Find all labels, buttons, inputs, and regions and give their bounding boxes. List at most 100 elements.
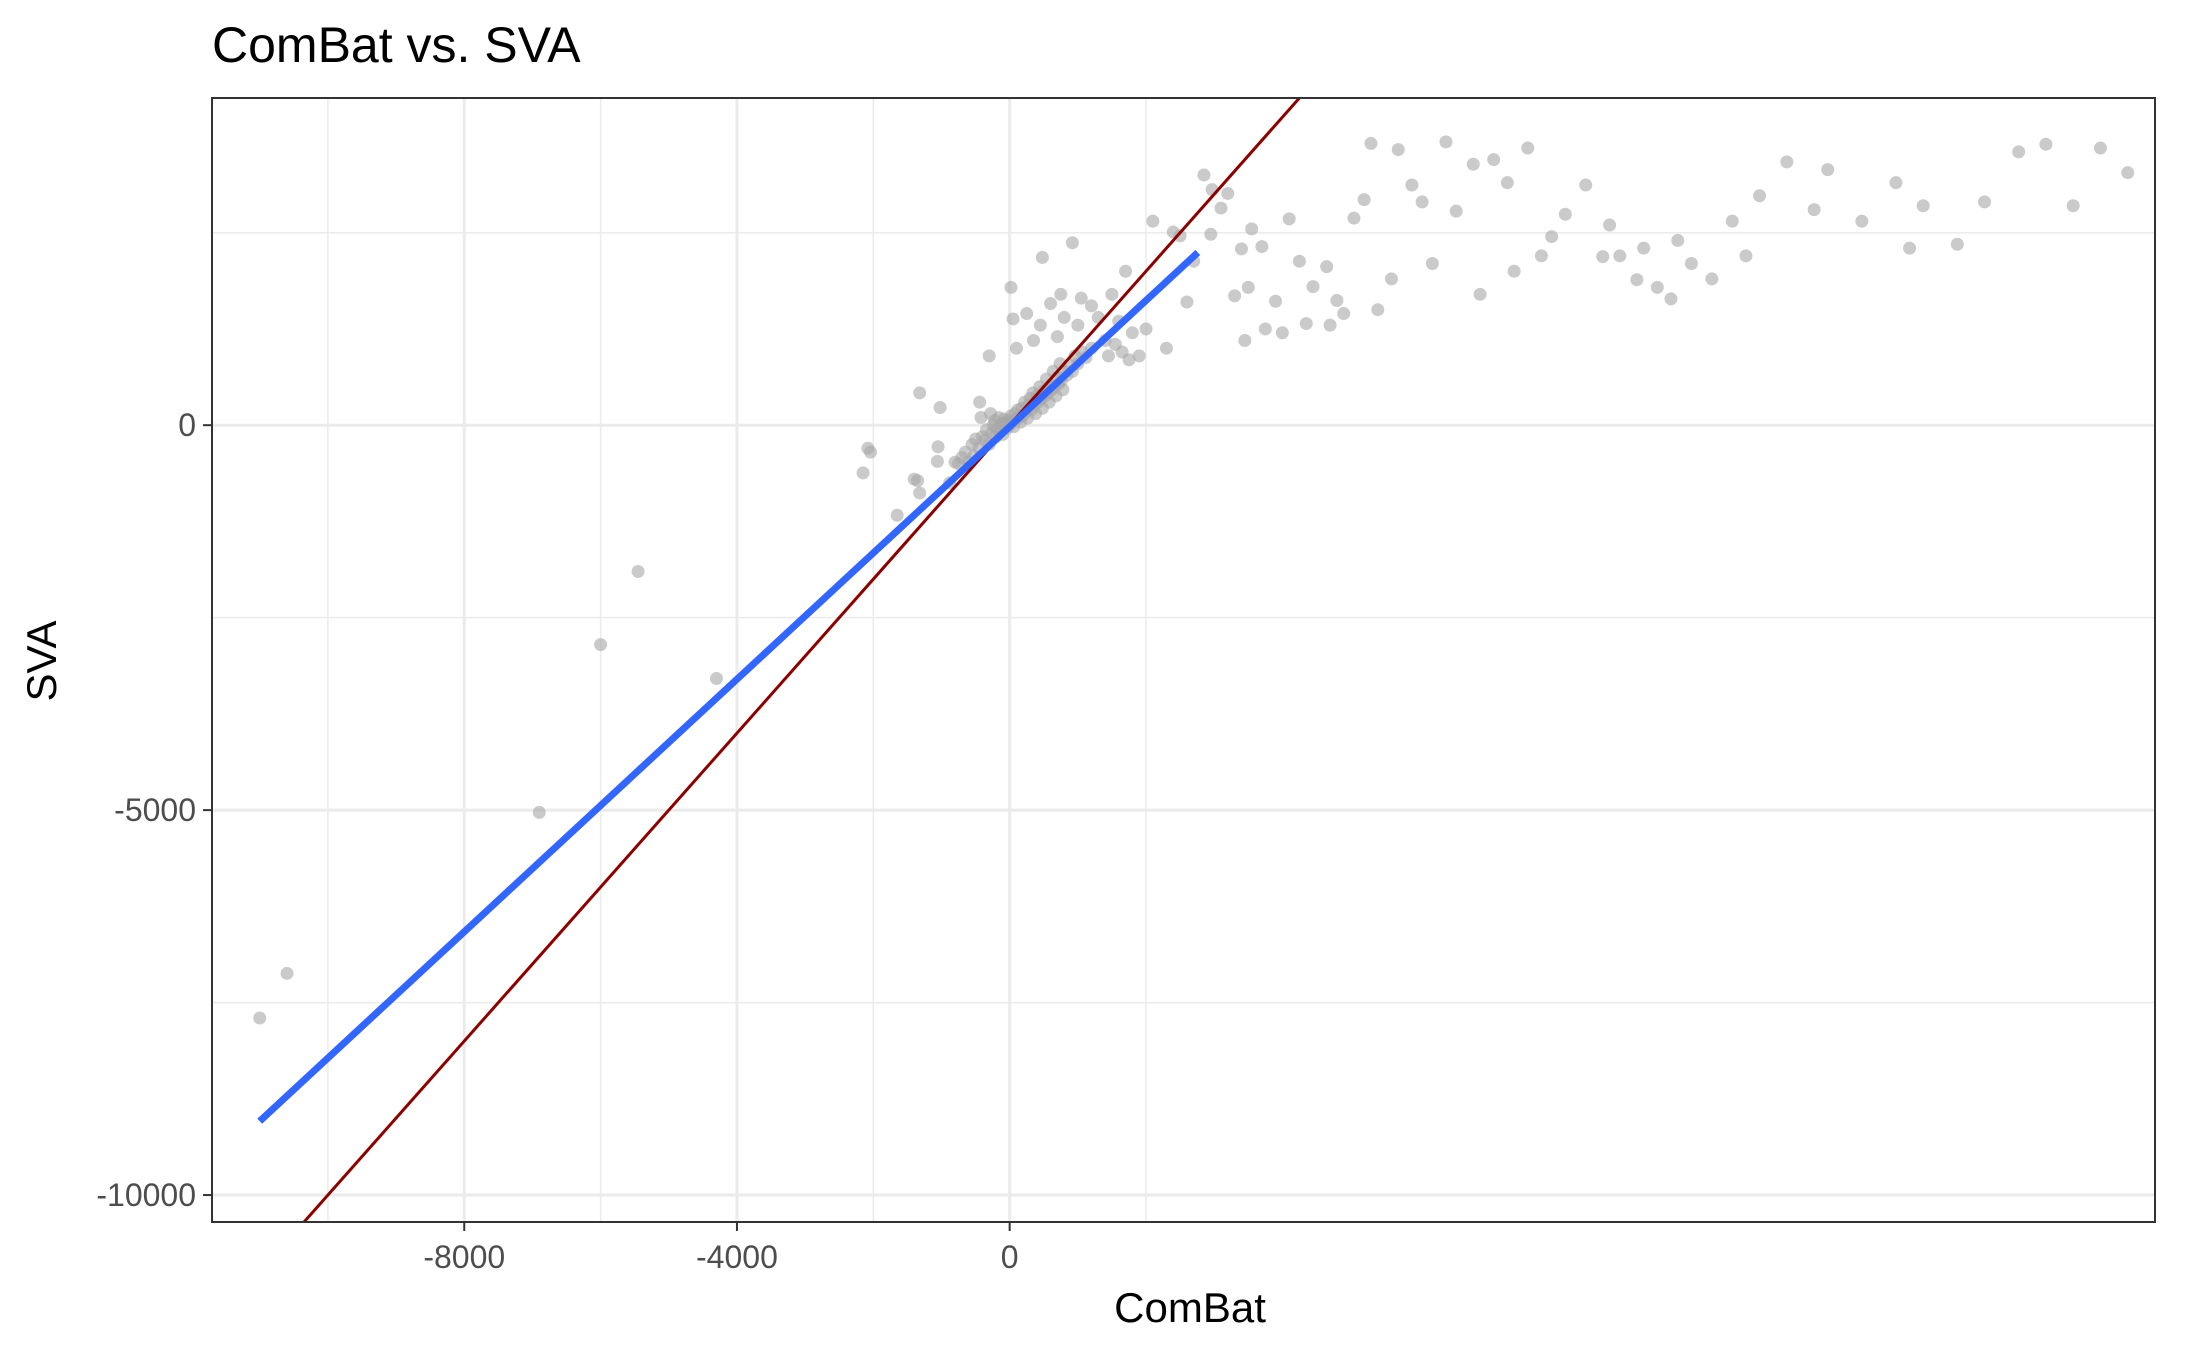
- scatter-point: [1323, 318, 1337, 332]
- scatter-point: [1269, 294, 1283, 308]
- scatter-point: [1050, 330, 1064, 344]
- scatter-point: [1425, 257, 1439, 271]
- scatter-point: [1004, 280, 1018, 294]
- major-gridlines: [212, 98, 2155, 1222]
- scatter-point: [1299, 317, 1313, 331]
- plot-panel-border: [211, 97, 2156, 1223]
- scatter-point: [1238, 334, 1252, 348]
- y-tick-label: 0: [178, 407, 196, 443]
- scatter-point: [1630, 273, 1644, 287]
- scatter-point: [1596, 250, 1610, 264]
- scatter-point: [931, 440, 945, 454]
- identity-line: [302, 98, 1302, 1222]
- scatter-point: [1234, 242, 1248, 256]
- x-tick-label: 0: [1001, 1239, 1019, 1275]
- scatter-point: [1006, 312, 1020, 326]
- scatter-point: [1245, 222, 1259, 236]
- x-axis-title: ComBat: [1114, 1284, 1266, 1331]
- scatter-point: [1613, 249, 1627, 263]
- x-tick-label: -4000: [696, 1239, 778, 1275]
- scatter-point: [1020, 307, 1034, 321]
- scatter-point: [1292, 254, 1306, 268]
- scatter-point: [1684, 257, 1698, 271]
- scatter-point: [1146, 214, 1160, 228]
- scatter-point: [933, 400, 947, 414]
- scatter-point: [911, 474, 925, 488]
- y-tick-label: -5000: [114, 792, 196, 828]
- scatter-point: [1221, 186, 1235, 200]
- scatter-point: [1473, 287, 1487, 301]
- x-axis-ticks: -8000 -4000 0: [423, 1222, 1019, 1275]
- scatter-point: [1357, 193, 1371, 207]
- scatter-point: [1044, 297, 1058, 311]
- scatter-point: [1545, 230, 1559, 244]
- scatter-point: [890, 508, 904, 522]
- scatter-point: [1105, 287, 1119, 301]
- scatter-point: [1347, 211, 1361, 225]
- scatter-point: [1705, 272, 1719, 286]
- scatter-point: [1057, 310, 1071, 324]
- scatter-point: [1753, 189, 1767, 203]
- scatter-point: [1228, 289, 1242, 303]
- y-axis-title: SVA: [18, 621, 65, 702]
- scatter-point: [1056, 383, 1070, 397]
- scatter-point: [1084, 299, 1098, 313]
- scatter-point: [1487, 153, 1501, 167]
- scatter-point: [2012, 145, 2026, 159]
- scatter-point: [1204, 227, 1218, 241]
- scatter-point: [1214, 201, 1228, 215]
- scatter-point: [253, 1011, 267, 1025]
- scatter-point: [1978, 195, 1992, 209]
- scatter-point: [2121, 166, 2135, 180]
- scatter-point: [1054, 287, 1068, 301]
- scatter-point: [280, 966, 294, 980]
- scatter-point: [1558, 207, 1572, 221]
- scatter-point: [1132, 349, 1146, 363]
- scatter-point: [1258, 322, 1272, 336]
- scatter-point: [1364, 136, 1378, 150]
- scatter-point: [1102, 349, 1116, 363]
- scatter-point: [1009, 341, 1023, 355]
- scatter-point: [1725, 214, 1739, 228]
- scatter-point: [913, 386, 927, 400]
- scatter-point: [1650, 280, 1664, 294]
- scatter-point: [1275, 326, 1289, 340]
- scatter-point: [1071, 318, 1085, 332]
- scatter-point: [856, 466, 870, 480]
- scatter-point: [1391, 143, 1405, 157]
- scatter-point: [532, 805, 546, 819]
- scatter-point: [864, 445, 878, 459]
- scatter-point: [1671, 233, 1685, 247]
- scatter-point: [930, 454, 944, 468]
- scatter-point: [1405, 178, 1419, 192]
- scatter-point: [709, 671, 723, 685]
- fit-line: [257, 249, 1201, 1124]
- scatter-point: [2066, 199, 2080, 213]
- scatter-point: [1306, 280, 1320, 294]
- scatter-point: [1415, 195, 1429, 209]
- scatter-point: [1197, 168, 1211, 182]
- scatter-point: [1108, 337, 1122, 351]
- scatter-point: [1330, 293, 1344, 307]
- scatter-point: [1916, 199, 1930, 213]
- scatter-point: [1889, 176, 1903, 190]
- scatter-point: [1119, 264, 1133, 278]
- scatter-point: [1180, 295, 1194, 309]
- scatter-point: [1384, 272, 1398, 286]
- scatter-point: [1449, 204, 1463, 218]
- scatter-point: [2039, 137, 2053, 151]
- scatter-point: [1139, 322, 1153, 336]
- scatter-point: [1579, 178, 1593, 192]
- scatter-point: [1903, 241, 1917, 255]
- scatter-point: [594, 638, 608, 652]
- scatter-point: [1320, 260, 1334, 274]
- scatter-point: [982, 349, 996, 363]
- scatter-point: [1500, 176, 1514, 190]
- scatter-point: [1282, 212, 1296, 226]
- trend-lines: [257, 98, 1302, 1222]
- scatter-point: [1035, 250, 1049, 264]
- scatter-point: [1241, 280, 1255, 294]
- y-tick-label: -10000: [96, 1177, 196, 1213]
- scatter-point: [1033, 318, 1047, 332]
